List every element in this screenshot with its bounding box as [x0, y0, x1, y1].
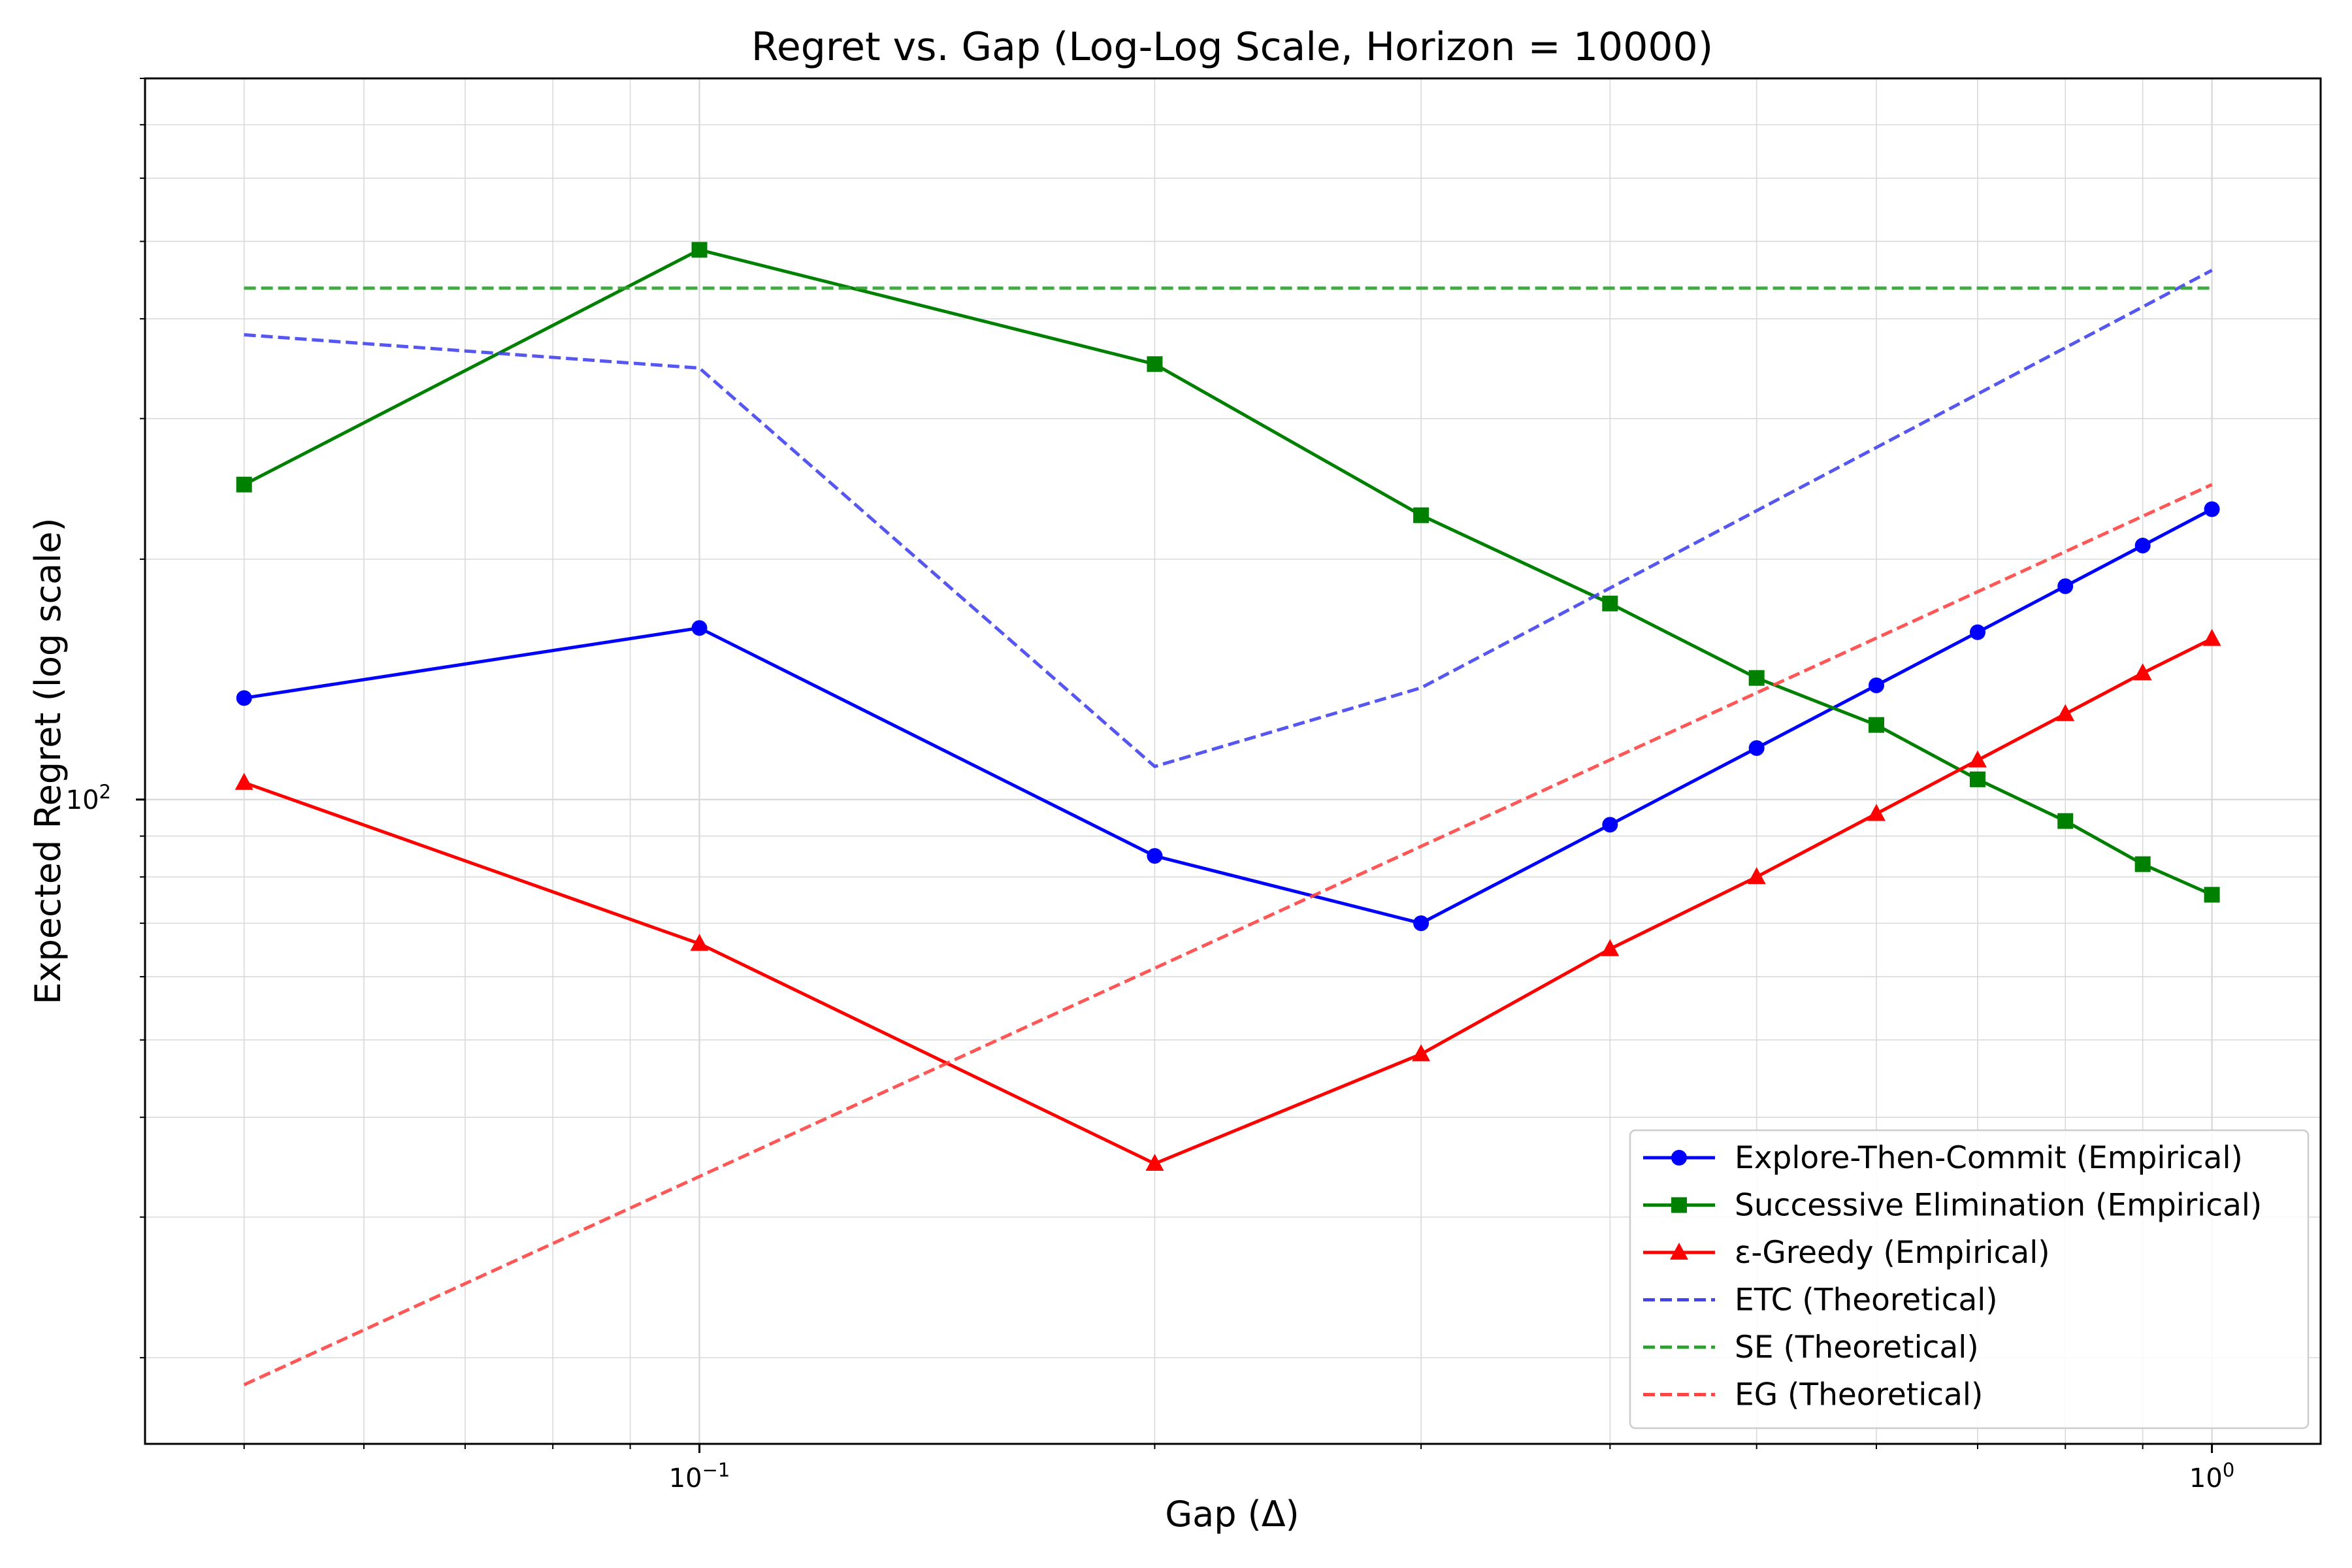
legend-item-0: Explore-Then-Commit (Empirical) — [1643, 1140, 2243, 1176]
data-point-square — [1969, 771, 1985, 787]
data-point-triangle — [1412, 1044, 1431, 1062]
data-point-triangle — [1747, 867, 1766, 885]
series-line — [243, 483, 2213, 1386]
data-point-circle — [2134, 538, 2151, 554]
data-point-circle — [1147, 848, 1163, 864]
legend-item-5: EG (Theoretical) — [1643, 1377, 1983, 1413]
chart-title: Regret vs. Gap (Log-Log Scale, Horizon =… — [751, 24, 1713, 70]
legend-item-1: Successive Elimination (Empirical) — [1643, 1188, 2262, 1224]
series-5 — [243, 483, 2213, 1386]
data-point-circle — [1868, 677, 1884, 693]
data-point-square — [1748, 670, 1765, 686]
data-point-square — [1868, 717, 1884, 733]
legend-label: SE (Theoretical) — [1735, 1330, 1979, 1365]
data-point-circle — [2204, 501, 2220, 517]
data-point-triangle — [2202, 629, 2221, 646]
data-point-triangle — [235, 772, 253, 790]
data-point-square — [2204, 887, 2220, 903]
y-tick-label: 102 — [66, 781, 111, 815]
plot-area-frame — [144, 77, 2322, 1445]
data-point-triangle — [1867, 804, 1886, 821]
legend-box — [1629, 1129, 2310, 1429]
data-point-square — [1147, 356, 1163, 372]
legend: Explore-Then-Commit (Empirical) Successiv… — [1629, 1129, 2310, 1429]
data-point-square — [1413, 507, 1429, 523]
series-0 — [236, 501, 2220, 932]
data-point-circle — [1413, 915, 1429, 932]
data-point-square — [2057, 813, 2074, 829]
data-point-square — [2134, 856, 2151, 872]
legend-label: Explore-Then-Commit (Empirical) — [1735, 1140, 2243, 1176]
data-point-circle — [1602, 817, 1618, 833]
data-point-square — [1671, 1197, 1687, 1213]
data-point-circle — [1671, 1150, 1687, 1166]
x-tick-label: 10−1 — [669, 1459, 730, 1494]
data-point-circle — [1748, 740, 1765, 757]
data-point-square — [691, 242, 708, 258]
data-point-triangle — [1145, 1154, 1164, 1171]
data-point-triangle — [1601, 939, 1620, 956]
series-line — [244, 269, 2213, 768]
series-1 — [236, 242, 2220, 903]
series-layer — [235, 242, 2221, 1386]
data-point-circle — [2057, 578, 2074, 595]
legend-label: EG (Theoretical) — [1735, 1377, 1983, 1413]
data-point-circle — [691, 620, 708, 636]
data-point-triangle — [2056, 704, 2075, 721]
legend-item-2: ε-Greedy (Empirical) — [1643, 1235, 2050, 1271]
legend-item-4: SE (Theoretical) — [1643, 1330, 1979, 1365]
x-axis-label: Gap (Δ) — [1165, 1494, 1299, 1535]
y-axis-label: Expected Regret (log scale) — [27, 517, 69, 1004]
data-point-square — [1602, 595, 1618, 612]
legend-label: ε-Greedy (Empirical) — [1735, 1235, 2050, 1271]
x-tick-label: 100 — [2189, 1459, 2234, 1494]
data-point-circle — [236, 690, 252, 706]
legend-item-3: ETC (Theoretical) — [1643, 1282, 1998, 1318]
data-point-triangle — [2133, 663, 2152, 681]
data-point-square — [236, 476, 252, 493]
data-point-triangle — [1968, 750, 1987, 768]
axis-ticks: 10−1 100 102 — [66, 78, 2234, 1494]
legend-label: Successive Elimination (Empirical) — [1735, 1188, 2262, 1224]
data-point-triangle — [690, 934, 709, 951]
data-point-triangle — [1670, 1243, 1688, 1260]
series-2 — [235, 629, 2221, 1171]
data-point-circle — [1969, 624, 1985, 640]
legend-label: ETC (Theoretical) — [1735, 1282, 1998, 1318]
series-3 — [244, 269, 2213, 768]
